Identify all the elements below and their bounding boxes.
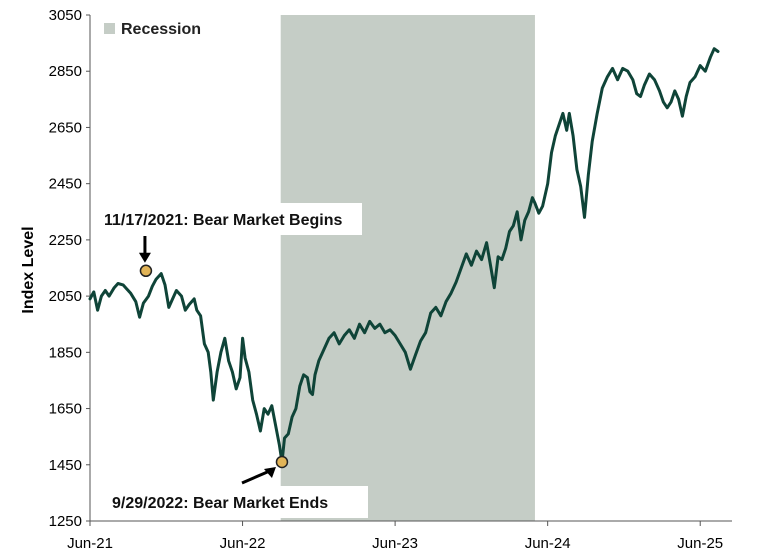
y-tick-label: 2850 — [49, 63, 82, 80]
y-tick-label: 2450 — [49, 176, 82, 193]
annotation-arrowhead-begin — [138, 252, 151, 263]
annotation-date-begin: 11/17/2021 — [104, 212, 183, 229]
x-tick-label: Jun-22 — [220, 535, 266, 552]
y-tick-label: 2250 — [49, 232, 82, 249]
y-tick-label: 1850 — [49, 344, 82, 361]
legend-swatch-recession — [104, 23, 115, 34]
annotation-box-begin — [98, 203, 362, 235]
annotation-arrowhead-end — [263, 466, 276, 478]
marker-bear-end — [275, 455, 289, 469]
y-tick-label: 1250 — [49, 513, 82, 530]
x-tick-label: Jun-23 — [372, 535, 418, 552]
y-tick-label: 2050 — [49, 288, 82, 305]
marker-bear-begin — [139, 264, 153, 278]
y-axis-label: Index Level — [20, 226, 37, 313]
y-tick-label: 2650 — [49, 119, 82, 136]
index-series-line — [88, 47, 720, 464]
x-tick-label: Jun-25 — [677, 535, 723, 552]
axes: 1250 1450 1650 1850 2050 2250 2450 2650 2850 3050… — [49, 7, 732, 552]
annotation-label-end: 9/29/2022: Bear Market Ends — [112, 495, 328, 512]
legend: Recession — [104, 21, 201, 38]
annotation-text-end: : Bear Market Ends — [183, 495, 328, 512]
annotation-date-end: 9/29/2022 — [112, 495, 183, 512]
x-tick-label: Jun-21 — [67, 535, 113, 552]
y-tick-label: 1650 — [49, 401, 82, 418]
series-line-layer — [88, 47, 720, 464]
annotation-box-end — [106, 486, 368, 518]
legend-label-recession: Recession — [121, 21, 201, 38]
annotation-text-begin: : Bear Market Begins — [183, 212, 342, 229]
annotation-label-begin: 11/17/2021: Bear Market Begins — [104, 212, 342, 229]
x-tick-label: Jun-24 — [525, 535, 571, 552]
annotations: 11/17/2021: Bear Market Begins 9/29/2022:… — [98, 203, 368, 518]
recession-band — [280, 15, 535, 521]
y-tick-label: 3050 — [49, 7, 82, 24]
y-tick-label: 1450 — [49, 457, 82, 474]
